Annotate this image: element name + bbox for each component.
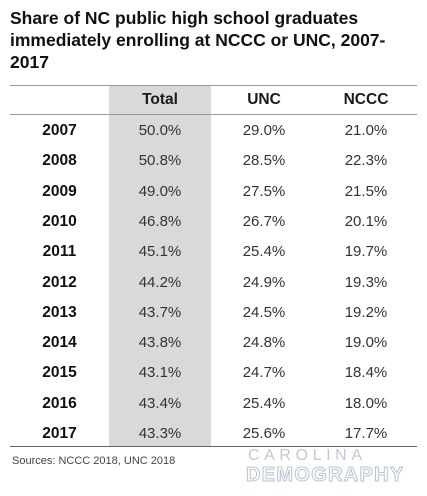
row-year: 2009 <box>42 182 77 200</box>
table-row: 2013 43.7% 24.5% 19.2% <box>10 298 417 328</box>
cell-total: 46.8% <box>138 212 182 230</box>
row-year: 2010 <box>42 212 77 230</box>
cell-nccc: 19.0% <box>344 334 388 352</box>
row-year: 2007 <box>42 122 77 139</box>
table-row: 2008 50.8% 28.5% 22.3% <box>10 146 417 176</box>
cell-total: 50.8% <box>138 152 182 170</box>
table-row: 2009 49.0% 27.5% 21.5% <box>10 177 417 207</box>
cell-nccc: 19.2% <box>344 303 388 321</box>
logo-line-carolina: CAROLINA <box>248 447 367 464</box>
cell-unc: 24.7% <box>242 364 286 382</box>
total-column-highlight <box>109 86 211 447</box>
table-row: 2015 43.1% 24.7% 18.4% <box>10 358 417 388</box>
cell-nccc: 18.0% <box>344 394 388 412</box>
cell-nccc: 21.5% <box>344 182 388 200</box>
cell-nccc: 17.7% <box>344 425 388 442</box>
row-year: 2015 <box>42 364 77 382</box>
cell-unc: 28.5% <box>242 152 286 170</box>
cell-unc: 27.5% <box>242 182 286 200</box>
cell-nccc: 18.4% <box>344 364 388 382</box>
cell-nccc: 21.0% <box>344 122 388 139</box>
cell-unc: 26.7% <box>242 212 286 230</box>
header-nccc: NCCC <box>343 91 389 108</box>
row-year: 2011 <box>42 243 77 261</box>
table-bottom-rule <box>10 446 417 447</box>
cell-unc: 24.8% <box>242 334 286 352</box>
table-row: 2007 50.0% 29.0% 21.0% <box>10 116 417 146</box>
cell-total: 43.3% <box>138 425 182 442</box>
table-top-rule <box>10 85 417 86</box>
row-year: 2016 <box>42 394 77 412</box>
table-row: 2010 46.8% 26.7% 20.1% <box>10 207 417 237</box>
header-total: Total <box>142 91 178 108</box>
row-year: 2017 <box>42 425 77 442</box>
table-row: 2016 43.4% 25.4% 18.0% <box>10 389 417 419</box>
carolina-demography-logo: CAROLINA DEMOGRAPHY <box>246 447 420 486</box>
cell-nccc: 22.3% <box>344 152 388 170</box>
cell-unc: 24.9% <box>242 273 286 291</box>
cell-nccc: 19.3% <box>344 273 388 291</box>
cell-total: 43.4% <box>138 394 182 412</box>
cell-total: 44.2% <box>138 273 182 291</box>
cell-total: 43.1% <box>138 364 182 382</box>
cell-unc: 25.4% <box>242 243 286 261</box>
cell-nccc: 19.7% <box>344 243 388 261</box>
cell-total: 45.1% <box>138 243 182 261</box>
cell-unc: 29.0% <box>242 122 286 139</box>
cell-unc: 25.6% <box>242 425 286 442</box>
row-year: 2013 <box>42 303 77 321</box>
table-row: 2011 45.1% 25.4% 19.7% <box>10 237 417 267</box>
table-row: 2017 43.3% 25.6% 17.7% <box>10 419 417 449</box>
cell-unc: 24.5% <box>242 303 286 321</box>
source-note: Sources: NCCC 2018, UNC 2018 <box>12 455 176 467</box>
cell-unc: 25.4% <box>242 394 286 412</box>
cell-total: 49.0% <box>138 182 182 200</box>
row-year: 2014 <box>42 334 77 352</box>
cell-total: 43.7% <box>138 303 182 321</box>
cell-total: 50.0% <box>138 122 182 139</box>
logo-line-demography: DEMOGRAPHY <box>246 464 405 486</box>
cell-nccc: 20.1% <box>344 212 388 230</box>
cell-total: 43.8% <box>138 334 182 352</box>
table-row: 2014 43.8% 24.8% 19.0% <box>10 328 417 358</box>
row-year: 2008 <box>42 152 77 170</box>
chart-title: Share of NC public high school graduates… <box>10 8 386 72</box>
row-year: 2012 <box>42 273 77 291</box>
header-unc: UNC <box>247 91 281 108</box>
table-row: 2012 44.2% 24.9% 19.3% <box>10 268 417 298</box>
header-rule <box>10 114 417 115</box>
